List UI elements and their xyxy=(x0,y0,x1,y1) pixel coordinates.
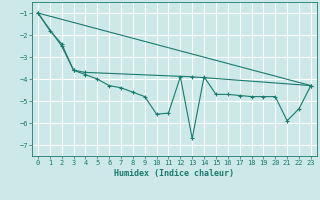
X-axis label: Humidex (Indice chaleur): Humidex (Indice chaleur) xyxy=(115,169,234,178)
